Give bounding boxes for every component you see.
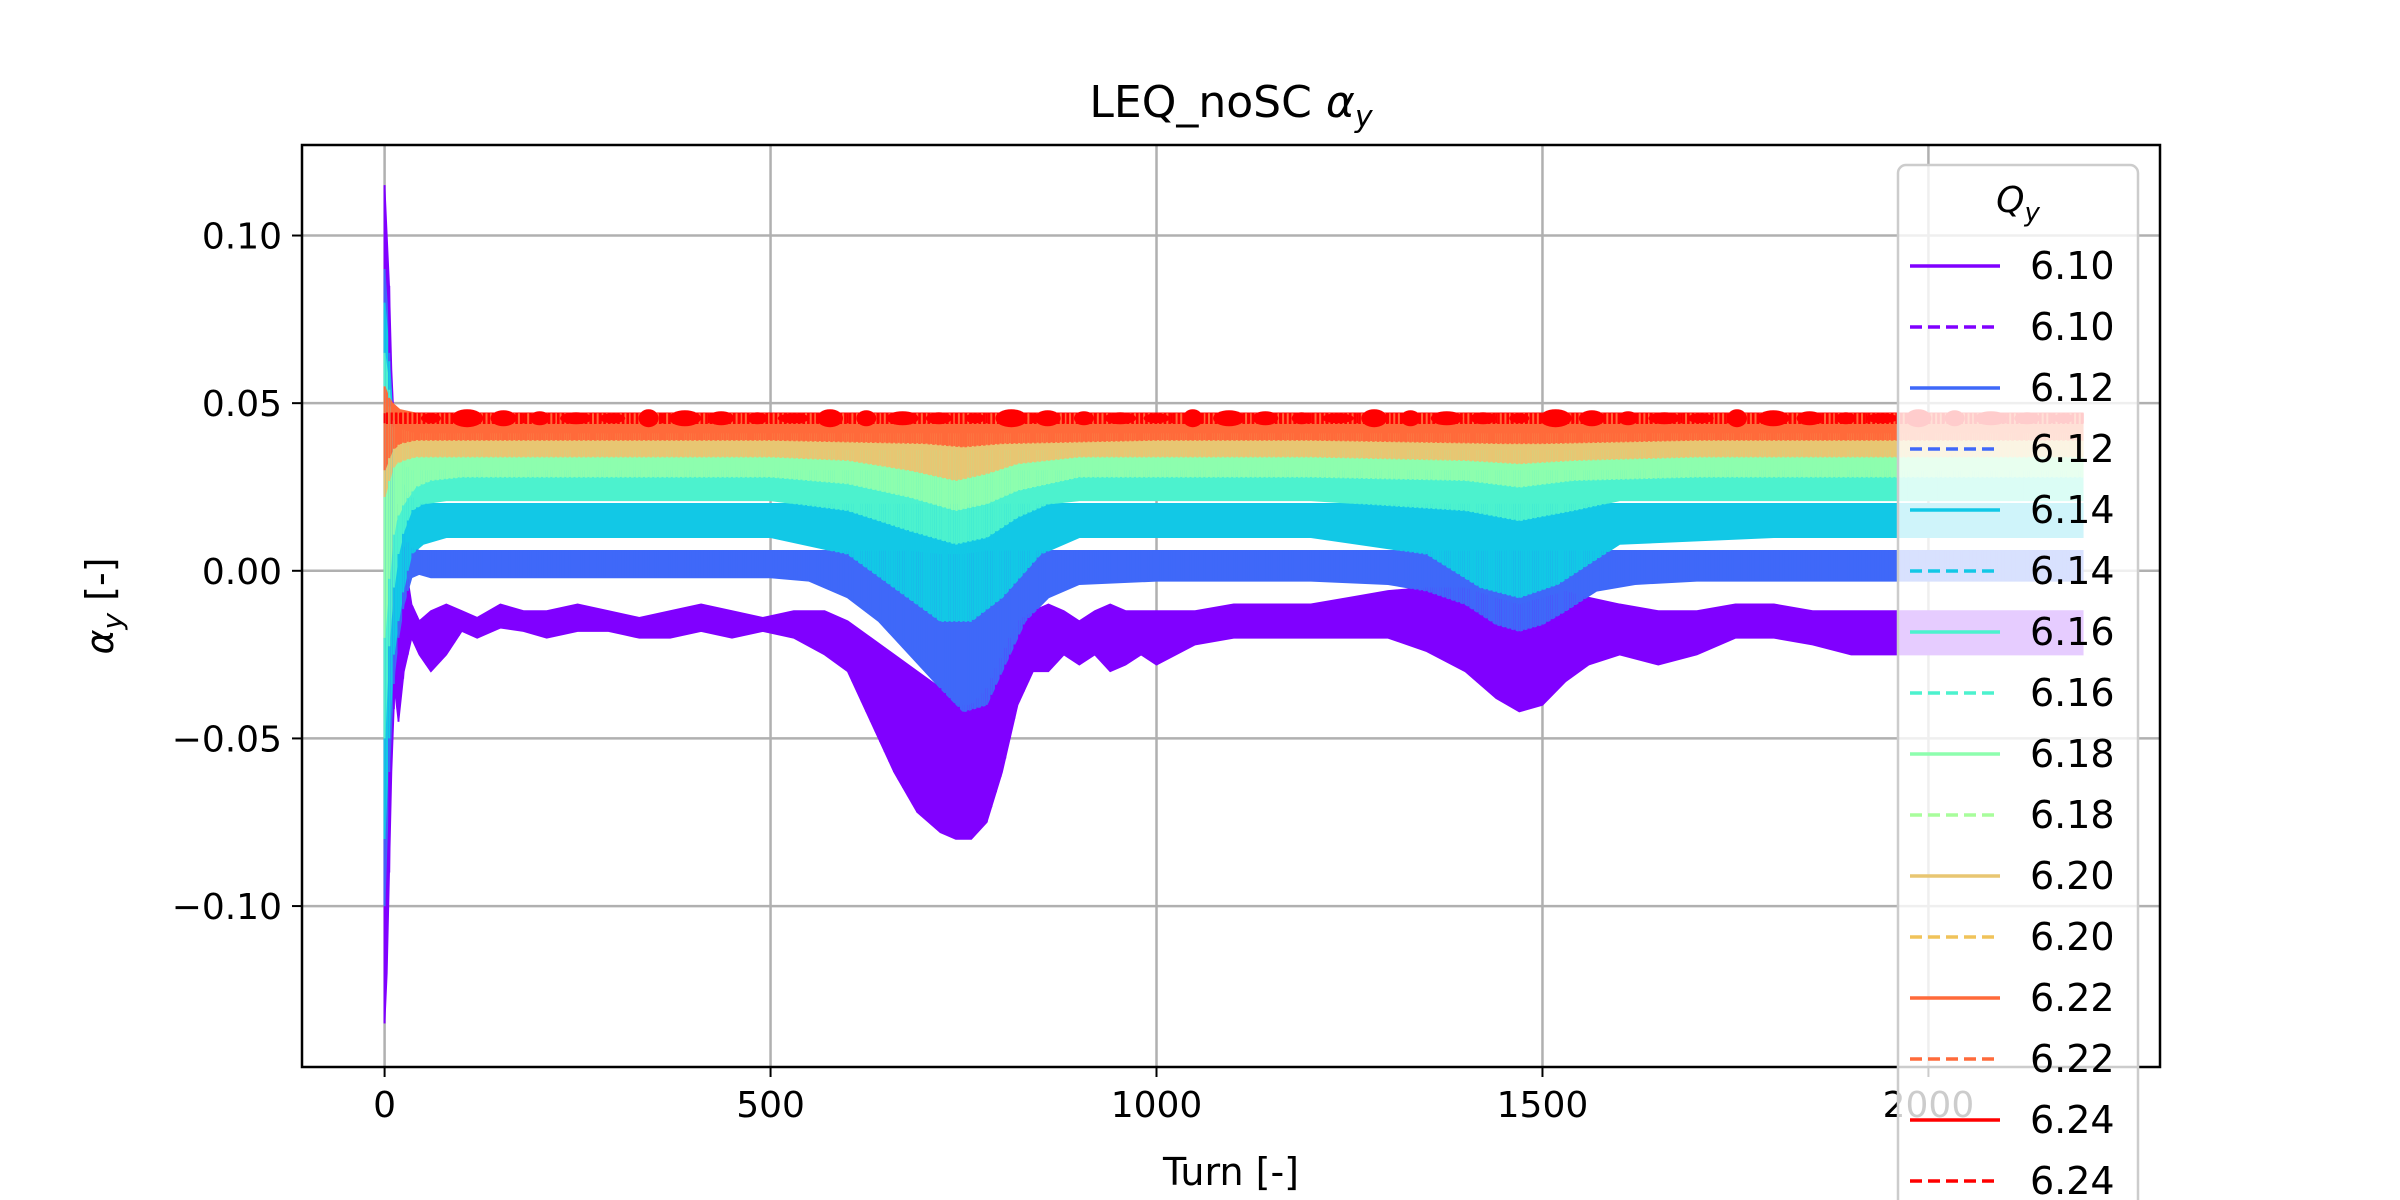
series-6-24-bead [1796,411,1823,426]
series-6-24-bead [1034,410,1061,427]
y-tick-label: −0.10 [172,887,282,928]
series-6-24-bead [777,413,810,424]
series-6-24-bead [1252,411,1279,426]
series-6-24-bead [1361,409,1388,428]
legend-label: 6.18 [2030,732,2115,776]
legend-label: 6.16 [2030,610,2115,654]
series-6-24-bead [1143,413,1170,424]
series-layer [383,185,2084,1024]
legend-box [1896,163,2140,1200]
series-6-24-bead [1104,412,1137,425]
series-6-24-bead [747,412,768,425]
y-axis-ticks: −0.10 −0.05 0.00 0.05 0.10 [172,217,302,928]
x-tick-label: 1500 [1497,1085,1589,1126]
series-6-24-bead [529,411,550,426]
series-6-24-bead [856,410,877,427]
legend-label: 6.20 [2030,915,2115,959]
y-axis-label: αy [-] [78,557,129,654]
series-6-24-bead [560,412,593,425]
y-tick-label: 0.05 [202,384,282,425]
series-6-24-bead [1321,413,1354,424]
y-tick-label: 0.10 [202,217,282,258]
x-axis-ticks: 0500100015002000 [373,1067,1974,1126]
series-6-24-bead [668,410,701,427]
y-tick-label: 0.00 [202,552,282,593]
legend-label: 6.12 [2030,366,2115,410]
series-6-24-bead [1073,411,1094,426]
series-6-24-bead [1213,410,1246,427]
series-6-24-bead [1726,409,1747,428]
series-6-24-bead [1866,413,1899,424]
series-band-6-10 [383,185,2084,1024]
legend-label: 6.10 [2030,244,2115,288]
y-tick-label: −0.05 [172,719,282,760]
legend-label: 6.14 [2030,488,2115,532]
series-6-24-bead [1400,410,1421,427]
series-6-24-bead [816,409,843,428]
legend-label: 6.10 [2030,305,2115,349]
legend-label: 6.22 [2030,976,2115,1020]
legend-items: 6.10 6.10 6.12 6.12 6.14 6.14 6.16 6.16 6.18 6.18… [1910,244,2115,1200]
series-6-24-bead [1757,410,1790,427]
series-6-24-bead [1835,412,1856,425]
legend-title: Qy [1996,180,2040,228]
x-axis-label: Turn [-] [1162,1150,1299,1194]
x-tick-label: 0 [373,1085,396,1126]
series-6-24-bead [1648,412,1681,425]
series-6-24-bead [490,410,517,427]
series-6-24-bead [599,413,626,424]
series-6-24-bead [1618,411,1639,426]
series-6-24-bead [420,413,441,424]
legend-label: 6.20 [2030,854,2115,898]
legend-label: 6.24 [2030,1098,2115,1142]
legend-label: 6.16 [2030,671,2115,715]
series-6-24-bead [1687,413,1714,424]
series-6-24-bead [886,411,919,426]
series-band-6-12 [383,269,2084,907]
series-6-24-bead [925,412,952,425]
series-6-24-bead [708,411,735,426]
series-6-24-bead [1182,409,1203,428]
series-6-24-bead [1509,413,1530,424]
series-6-24-bead [451,409,484,428]
oscillation-marks [383,185,2084,1024]
series-6-24-bead [1539,409,1572,428]
legend-label: 6.12 [2030,427,2115,471]
series-6-24-bead [995,409,1028,428]
plot-frame [300,143,2162,1069]
series-6-24-bead [1470,412,1497,425]
x-tick-label: 1000 [1111,1085,1203,1126]
legend: Qy 6.106.106.126.126.146.146.166.166.186… [1896,163,2140,1200]
legend-label: 6.14 [2030,549,2115,593]
series-6-24-bead [638,409,659,428]
series-6-24-bead [1291,412,1312,425]
x-tick-label: 500 [736,1085,805,1126]
series-6-24-bead [1578,410,1605,427]
series-6-24-bead [965,413,986,424]
series-6-24-bead [1430,411,1463,426]
legend-label: 6.24 [2030,1159,2115,1200]
legend-label: 6.18 [2030,793,2115,837]
chart-title: LEQ_noSC αy [1089,77,1373,135]
legend-label: 6.22 [2030,1037,2115,1081]
